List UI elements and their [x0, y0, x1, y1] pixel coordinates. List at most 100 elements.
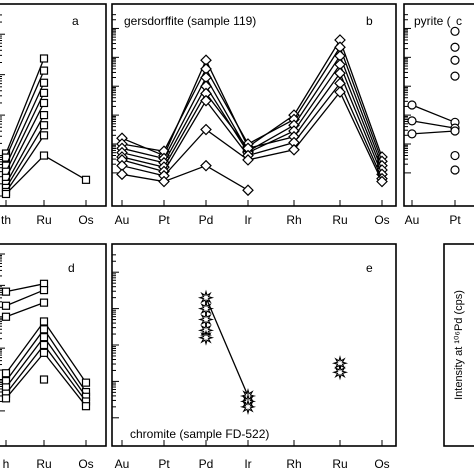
panel-d-point — [81, 402, 91, 411]
panel-a-xtick-label: th — [1, 213, 11, 227]
panel-a-series-line — [5, 70, 45, 158]
panel-e-point — [331, 355, 349, 372]
panel-b-frame — [111, 3, 397, 207]
panel-a-xtick-label: Os — [78, 213, 93, 227]
panel-a-point — [39, 66, 49, 75]
panel-b-point — [376, 175, 388, 188]
panel-e-frame — [111, 243, 397, 447]
panel-c-point — [450, 126, 460, 136]
panel-d-xtick-label: h — [3, 457, 10, 471]
panel-a-series-line — [5, 102, 45, 179]
panel-d-point — [1, 287, 11, 296]
panel-a-point — [39, 98, 49, 108]
panel-a-point — [81, 175, 91, 184]
panel-f-frame — [443, 243, 474, 447]
panel-b-point — [242, 154, 254, 166]
panel-a-point — [39, 131, 49, 140]
panel-b-letter: b — [366, 14, 373, 28]
panel-e-xtick-label: Pd — [199, 457, 214, 471]
panel-b-point — [158, 175, 170, 188]
panel-d-point — [39, 298, 49, 307]
panel-c-point — [407, 129, 417, 139]
panel-c-point — [450, 42, 460, 52]
panel-c-series-line — [411, 130, 456, 135]
panel-f-ylabel: Intensity at ¹⁰⁶Pd (cps) — [453, 290, 465, 400]
panel-e-xtick-label: Rh — [286, 457, 301, 471]
panel-c-xtick-label: Au — [405, 213, 420, 227]
panel-e-point — [331, 364, 349, 381]
panel-d-point — [1, 394, 11, 403]
panel-a-point — [39, 111, 49, 120]
panel-b-point — [288, 143, 300, 156]
panel-a-point — [39, 78, 49, 87]
panel-e-letter: e — [366, 261, 373, 275]
panel-b-series-line — [121, 164, 249, 191]
panel-b-point — [116, 168, 128, 181]
panel-b-xtick-label: Pt — [158, 213, 170, 227]
panel-c-series-line — [411, 104, 456, 123]
panel-c-series-line — [411, 120, 456, 129]
panel-b-point — [242, 184, 254, 197]
panel-c-xtick-label: Pt — [449, 213, 461, 227]
panel-d-point — [39, 348, 49, 357]
panel-e-xtick-label: Pt — [158, 457, 170, 471]
panel-e-xtick-label: Ru — [332, 457, 347, 471]
panel-d-xtick-label: Os — [78, 457, 93, 471]
panel-a-letter: a — [72, 14, 79, 28]
panel-b-xtick-label: Rh — [286, 213, 301, 227]
panel-e-xtick-label: Ir — [244, 457, 251, 471]
panel-a-series-line — [5, 134, 45, 193]
panel-b-point — [200, 159, 212, 172]
panel-a-series-line — [5, 114, 45, 185]
panel-a-xtick-label: Ru — [36, 213, 51, 227]
panel-b-point — [200, 123, 212, 136]
panel-d-point — [1, 301, 11, 310]
panel-e-point — [239, 398, 257, 415]
panel-a-frame — [0, 3, 107, 207]
panel-a-point — [39, 151, 49, 160]
panel-c-point — [450, 165, 460, 175]
panel-c-point — [450, 150, 460, 161]
panel-c-title: pyrite ( — [414, 14, 451, 28]
panel-d-xtick-label: Ru — [36, 457, 51, 471]
panel-c-point — [450, 55, 460, 65]
panel-d-point — [39, 340, 49, 350]
panel-c-point — [450, 26, 460, 36]
panel-b-xtick-label: Pd — [199, 213, 214, 227]
panel-c-point — [450, 71, 460, 81]
panel-a-series-line — [5, 124, 45, 189]
panel-b-xtick-label: Au — [115, 213, 130, 227]
panel-d-series-line — [5, 302, 45, 318]
panel-b-xtick-label: Ir — [244, 213, 251, 227]
panel-d-point — [39, 317, 49, 326]
panel-e-xtick-label: Au — [115, 457, 130, 471]
panel-d-point — [81, 378, 91, 387]
panel-e-point — [197, 311, 215, 328]
panel-d-point — [1, 369, 11, 378]
panel-a-point — [39, 54, 49, 63]
panel-d-series-line — [5, 289, 45, 307]
panel-e-point — [197, 329, 215, 346]
chart-marks: th Ru Os Au Pt Pd Ir Rh Ru Os Au Pt h Ru Os Au Pt Pd Ir Rh R… — [0, 14, 461, 471]
panel-c-point — [407, 116, 417, 126]
panel-a-point — [39, 121, 49, 130]
panel-e-title: chromite (sample FD-522) — [130, 427, 269, 441]
panel-d-point — [39, 375, 49, 384]
panel-a-series-line — [5, 92, 45, 173]
panel-b-point — [200, 94, 212, 107]
panel-c-letter: c — [456, 14, 462, 28]
panel-d-frame — [0, 243, 107, 447]
panel-d-point — [39, 325, 49, 334]
panel-e-xtick-label: Os — [374, 457, 389, 471]
panel-c-point — [407, 100, 417, 110]
panel-d-letter: d — [68, 261, 75, 275]
panel-e-point — [197, 300, 215, 317]
panel-d-series-line — [5, 283, 45, 293]
panel-e-point — [197, 289, 215, 306]
panel-a-series-line — [5, 58, 45, 154]
panel-b-title: gersdorffite (sample 119) — [124, 14, 256, 28]
panel-a-point — [39, 88, 49, 97]
panel-d-point — [39, 333, 49, 342]
panel-a-series-line — [5, 82, 45, 166]
